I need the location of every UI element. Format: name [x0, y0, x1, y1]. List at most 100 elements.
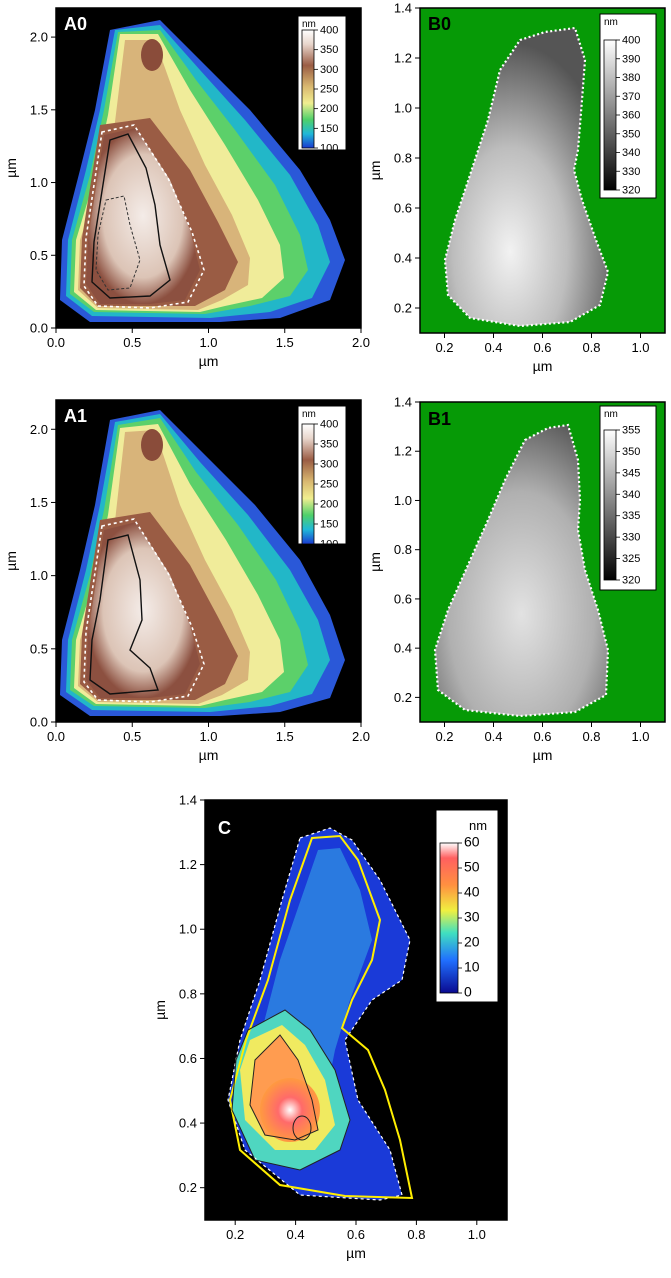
y-tick-label: 0.4	[394, 641, 412, 656]
colorbar-tick-label: 350	[320, 439, 338, 451]
y-tick-label: 0.6	[394, 591, 412, 606]
colorbar-unit: nm	[604, 17, 618, 28]
colorbar-tick-label: 350	[320, 44, 338, 56]
y-tick-label: 0.8	[394, 151, 412, 166]
y-tick-label: 1.0	[30, 568, 48, 583]
x-tick-label: 0.6	[533, 340, 551, 355]
x-tick-label: 0.6	[347, 1227, 365, 1242]
colorbar-tick-label: 100	[320, 143, 338, 155]
y-tick-label: 1.5	[30, 495, 48, 510]
colorbar-unit: nm	[469, 818, 487, 833]
panel-label: A1	[64, 406, 87, 426]
y-tick-label: 1.0	[30, 175, 48, 190]
map-grayscale-b1	[435, 425, 608, 716]
x-tick-label: 0.5	[123, 729, 141, 744]
x-tick-label: 0.5	[123, 335, 141, 350]
x-axis-label: µm	[533, 358, 553, 374]
x-tick-label: 0.6	[533, 729, 551, 744]
y-tick-label: 0.4	[394, 251, 412, 266]
colorbar-tick-label: 150	[320, 123, 338, 135]
colorbar-tick-label: 400	[622, 35, 640, 47]
y-tick-label: 1.2	[394, 444, 412, 459]
colorbar-tick-label: 340	[622, 489, 640, 501]
x-axis-label: µm	[533, 747, 553, 763]
colorbar-tick-label: 200	[320, 499, 338, 511]
x-tick-label: 1.0	[199, 729, 217, 744]
y-tick-label: 1.2	[179, 857, 197, 872]
x-tick-label: 0.4	[287, 1227, 305, 1242]
colorbar-tick-label: 340	[622, 147, 640, 159]
panel-label: A0	[64, 14, 87, 34]
x-tick-label: 0.0	[47, 729, 65, 744]
colorbar-tick-label: 370	[622, 91, 640, 103]
y-tick-label: 0.6	[394, 201, 412, 216]
colorbar-tick-label: 400	[320, 419, 338, 431]
y-tick-label: 2.0	[30, 422, 48, 437]
x-tick-label: 1.5	[276, 335, 294, 350]
x-tick-label: 0.8	[582, 729, 600, 744]
colorbar-tick-label: 10	[464, 959, 480, 975]
colorbar-tick-label: 50	[464, 859, 480, 875]
x-axis-label: µm	[199, 353, 219, 369]
boundary-dotted-b1	[433, 423, 610, 718]
colorbar-tick-label: 150	[320, 519, 338, 531]
y-axis-label: µm	[152, 1000, 168, 1020]
colorbar-tick-label: 325	[622, 553, 640, 565]
colorbar-unit: nm	[604, 409, 618, 420]
colorbar-gradient	[603, 39, 617, 191]
colorbar-tick-label: 335	[622, 510, 640, 522]
contour-dashed-a1	[83, 518, 205, 703]
axes-a1: 0.0 0.5 1.0 1.5 2.0 0.0 0.5 1.0 1.5 2.0 µm µm A1 nm 40…	[3, 405, 370, 763]
x-tick-label: 0.4	[484, 340, 502, 355]
colorbar-tick-label: 300	[320, 459, 338, 471]
map-core-a0	[86, 128, 200, 304]
map-core-a1	[86, 522, 200, 698]
x-tick-label: 0.8	[582, 340, 600, 355]
y-tick-label: 0.5	[30, 248, 48, 263]
y-tick-label: 0.5	[30, 641, 48, 656]
y-tick-label: 1.4	[394, 1, 412, 16]
y-axis-label: µm	[3, 158, 19, 178]
colorbar-unit: nm	[302, 409, 316, 420]
y-tick-label: 0.2	[394, 690, 412, 705]
colorbar-tick-label: 345	[622, 467, 640, 479]
x-tick-label: 0.2	[435, 340, 453, 355]
contour-outer-c	[231, 1009, 351, 1171]
x-tick-label: 1.0	[468, 1227, 486, 1242]
colorbar-tick-label: 250	[320, 479, 338, 491]
map-grayscale-b0	[445, 28, 608, 326]
contour-solid-a1	[89, 534, 159, 695]
x-tick-label: 0.2	[435, 729, 453, 744]
colorbar-gradient	[301, 423, 315, 545]
contour-inner-a0	[95, 195, 141, 291]
colorbar-tick-label: 40	[464, 884, 480, 900]
colorbar-tick-label: 400	[320, 25, 338, 37]
y-tick-label: 0.2	[179, 1180, 197, 1195]
colorbar-tick-label: 330	[622, 166, 640, 178]
colorbar-tick-label: 200	[320, 103, 338, 115]
contour-solid-a0	[91, 133, 171, 299]
y-axis-label: µm	[367, 161, 383, 181]
y-tick-label: 0.4	[179, 1116, 197, 1131]
y-tick-label: 1.4	[394, 395, 412, 410]
colorbar-tick-label: 390	[622, 53, 640, 65]
colorbar-gradient	[301, 29, 315, 149]
colorbar-tick-label: 60	[464, 834, 480, 850]
colorbar-tick-label: 360	[622, 110, 640, 122]
axes-layer: 0.0 0.5 1.0 1.5 2.0 0.0 0.5 1.0 1.5 2.0 µm µm A0 nm 40…	[3, 1, 657, 1261]
x-tick-label: 2.0	[352, 335, 370, 350]
x-tick-label: 0.2	[226, 1227, 244, 1242]
colorbar-tick-label: 20	[464, 934, 480, 950]
colorbar-tick-label: 300	[320, 64, 338, 76]
x-tick-label: 1.0	[631, 340, 649, 355]
axes-b1: 0.2 0.4 0.6 0.8 1.0 0.2 0.4 0.6 0.8 1.0 1.2 1.4 µm µm…	[367, 395, 657, 763]
contour-peak-c	[292, 1115, 312, 1141]
boundary-dotted-b0	[443, 26, 610, 328]
y-tick-label: 1.0	[394, 101, 412, 116]
y-tick-label: 1.0	[394, 493, 412, 508]
panel-label: C	[218, 818, 231, 838]
colorbar-tick-label: 380	[622, 72, 640, 84]
x-axis-label: µm	[346, 1245, 366, 1261]
x-axis-label: µm	[199, 747, 219, 763]
